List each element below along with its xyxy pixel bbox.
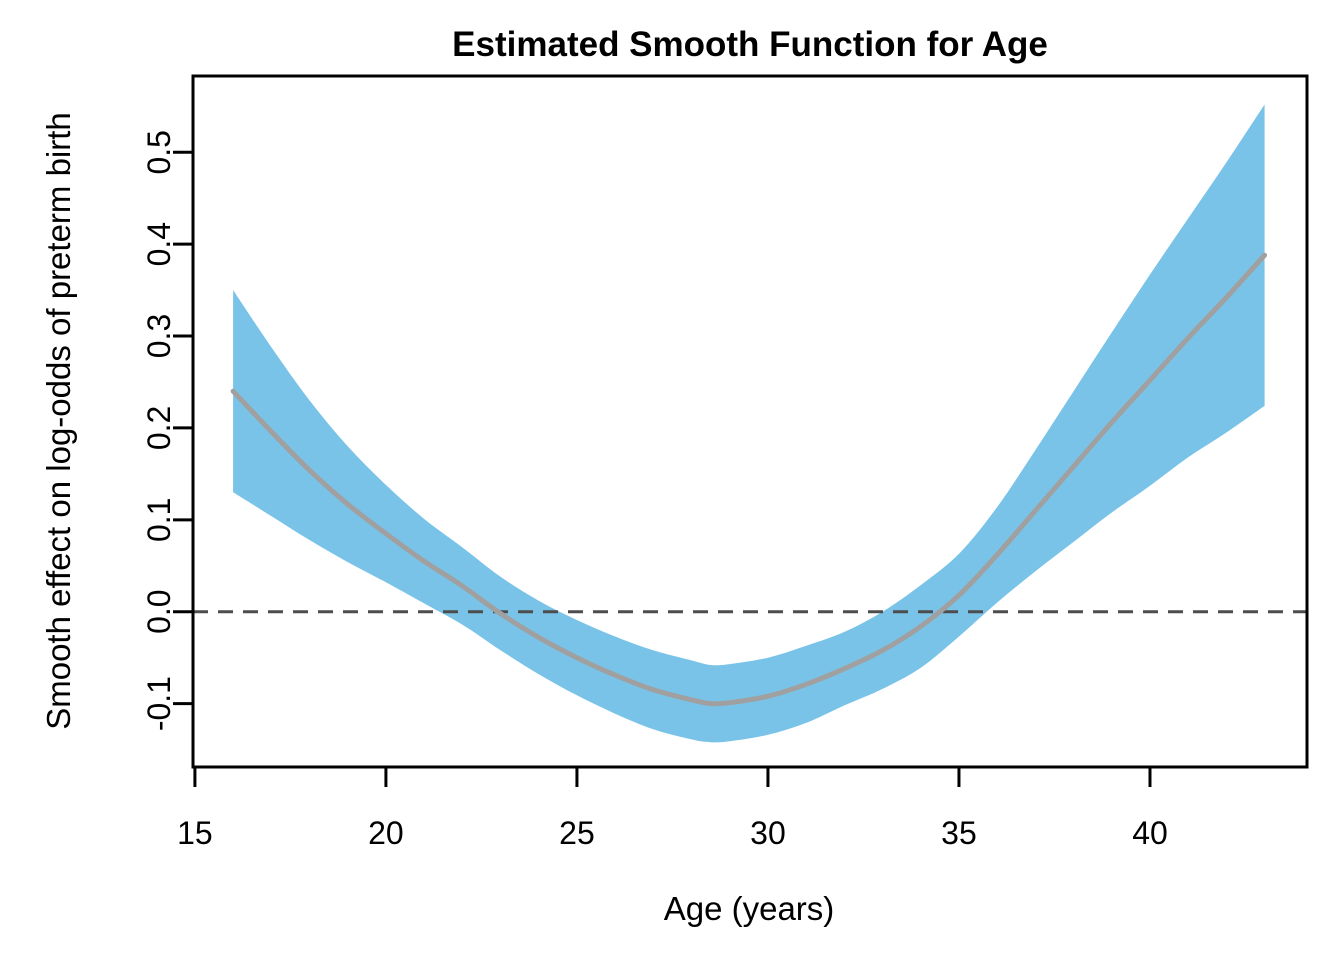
plot-box (191, 74, 1309, 769)
x-tick-label: 40 (1132, 815, 1168, 851)
x-tick-label: 30 (750, 815, 786, 851)
confidence-band-layer (233, 104, 1265, 743)
chart-title: Estimated Smooth Function for Age (452, 25, 1048, 64)
smooth-fit-line (230, 252, 1268, 707)
y-tick-label: 0.1 (141, 498, 177, 542)
x-tick-label: 25 (559, 815, 595, 851)
confidence-band (233, 104, 1265, 743)
x-tick-label: 35 (941, 815, 977, 851)
axes-layer: 15 20 25 30 35 40 -0.1 0.0 0.1 0.2 0.3 0.4 0.5 (141, 74, 1309, 851)
y-axis-label: Smooth effect on log-odds of preterm bir… (40, 112, 77, 730)
y-tick-label: -0.1 (141, 676, 177, 731)
y-tick-label: 0.5 (141, 130, 177, 174)
x-tick-label: 20 (368, 815, 404, 851)
x-tick-label: 15 (177, 815, 213, 851)
y-tick-label: 0.2 (141, 406, 177, 450)
y-tick-label: 0.4 (141, 222, 177, 266)
x-axis-label: Age (years) (664, 890, 835, 927)
y-tick-label: 0.3 (141, 314, 177, 358)
fit-line-layer (230, 252, 1268, 707)
y-tick-label: 0.0 (141, 589, 177, 633)
